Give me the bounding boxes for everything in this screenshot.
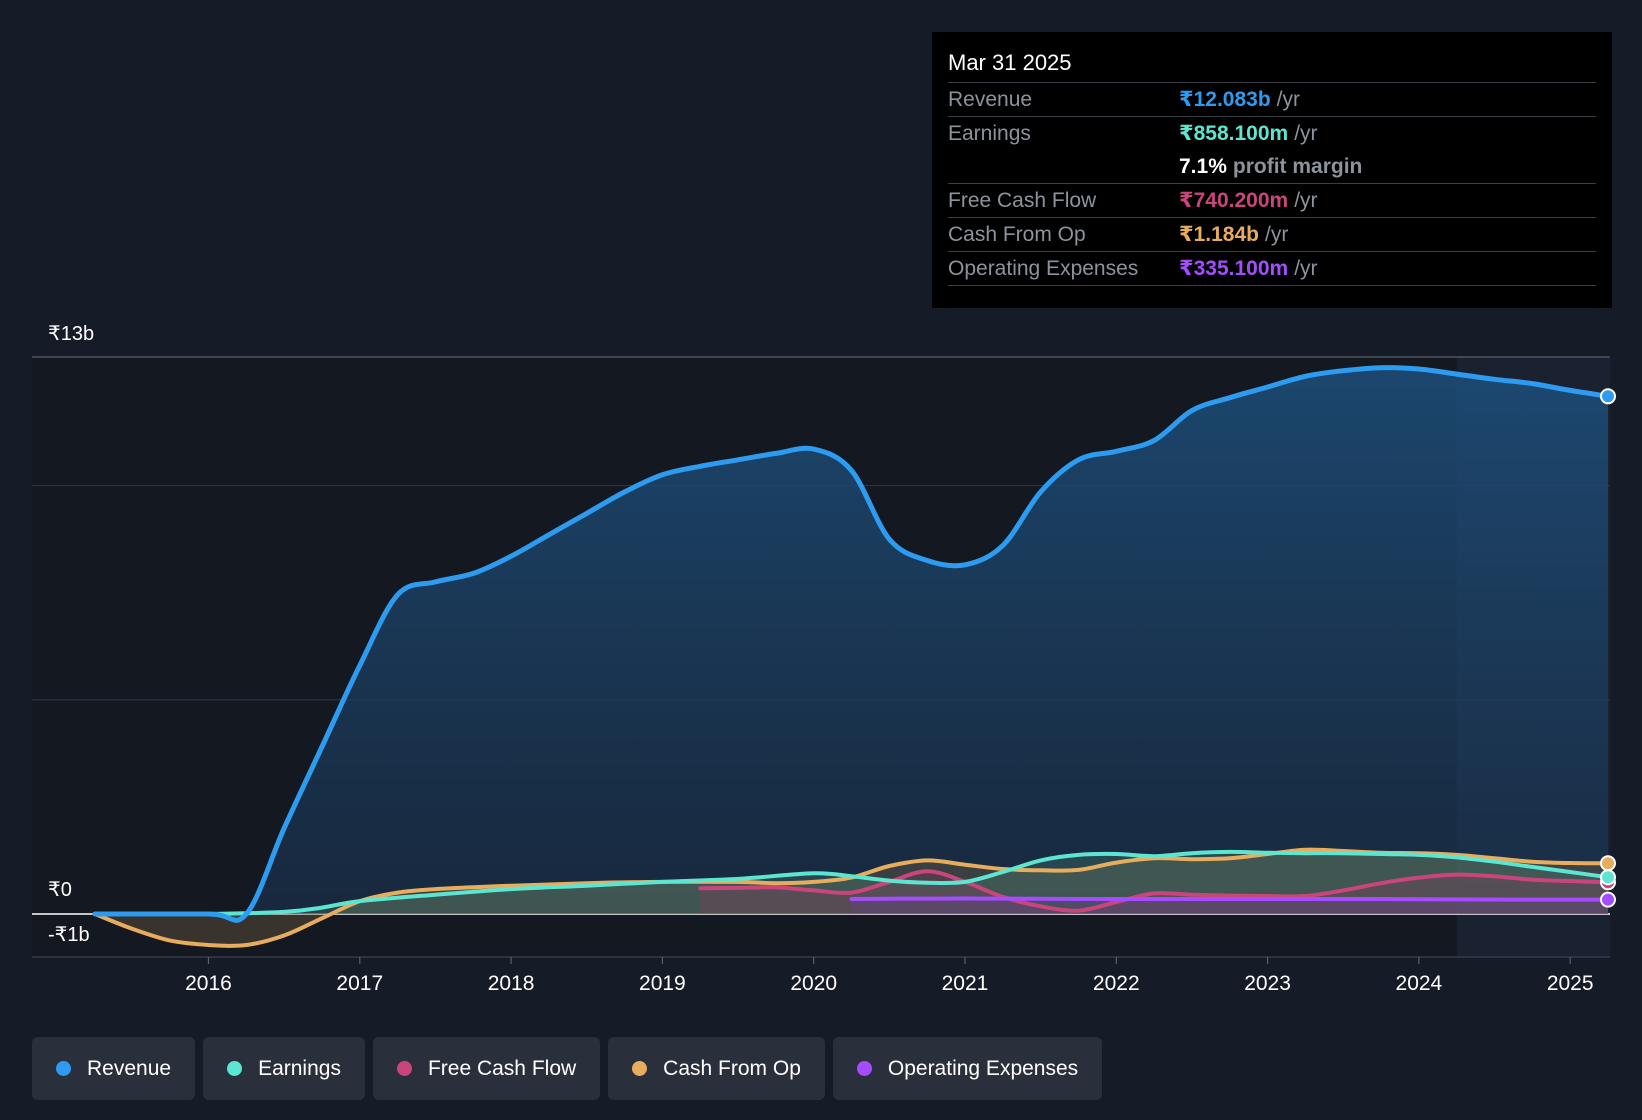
tooltip-unit: /yr: [1265, 222, 1289, 246]
legend-label: Free Cash Flow: [427, 1056, 577, 1080]
tooltip-row-profit-margin: 7.1% profit margin: [948, 150, 1596, 183]
line-free-cash-flow: [698, 869, 1610, 913]
legend-item-earnings[interactable]: Earnings: [203, 1037, 365, 1100]
line-operating-expenses: [849, 896, 1610, 902]
tooltip-unit: /yr: [1294, 256, 1318, 280]
tooltip-value: ₹858.100m: [1179, 122, 1289, 145]
x-tick-label: 2020: [790, 972, 837, 995]
tooltip-unit: /yr: [1294, 188, 1318, 212]
cash-from-op-dot-icon: [632, 1061, 648, 1076]
marker-earnings: [1600, 869, 1616, 886]
tooltip-unit: profit margin: [1232, 154, 1363, 178]
x-tick-label: 2022: [1093, 972, 1140, 995]
legend-item-free-cash-flow[interactable]: Free Cash Flow: [372, 1037, 601, 1100]
earnings-dot-icon: [227, 1061, 243, 1076]
revenue-dot-icon: [56, 1061, 71, 1076]
x-tick-label: 2016: [185, 972, 232, 995]
line-earnings: [93, 849, 1610, 917]
y-tick-label: ₹0: [48, 879, 72, 901]
x-tick-label: 2021: [942, 972, 989, 995]
legend-label: Operating Expenses: [887, 1056, 1079, 1080]
tooltip-label: Earnings: [948, 121, 1031, 145]
tooltip-value: 7.1%: [1179, 154, 1227, 178]
marker-operating-expenses: [1600, 891, 1616, 908]
legend-item-revenue[interactable]: Revenue: [32, 1037, 196, 1100]
legend: Revenue Earnings Free Cash Flow Cash Fro…: [32, 1037, 1103, 1100]
legend-label: Cash From Op: [663, 1056, 801, 1080]
tooltip-value: ₹740.200m: [1179, 189, 1289, 212]
legend-label: Earnings: [258, 1056, 341, 1080]
y-tick-label: -₹1b: [48, 924, 90, 946]
tooltip-value: ₹1.184b: [1179, 223, 1259, 246]
marker-revenue: [1600, 388, 1616, 405]
operating-expenses-dot-icon: [856, 1061, 872, 1076]
tooltip-value: ₹335.100m: [1179, 257, 1289, 280]
tooltip-date: Mar 31 2025: [948, 50, 1072, 75]
tooltip-row-operating-expenses: Operating Expenses ₹335.100m /yr: [948, 251, 1596, 286]
tooltip-panel: Mar 31 2025 Revenue ₹12.083b /yr Earning…: [932, 32, 1612, 308]
legend-item-cash-from-op[interactable]: Cash From Op: [608, 1037, 825, 1100]
x-tick-label: 2018: [488, 972, 535, 995]
line-revenue: [92, 365, 1611, 923]
tooltip-unit: /yr: [1276, 87, 1300, 111]
tooltip-unit: /yr: [1294, 121, 1318, 145]
x-tick-label: 2025: [1547, 972, 1594, 995]
tooltip-label: Revenue: [948, 87, 1033, 111]
tooltip-label: Cash From Op: [948, 222, 1086, 246]
x-tick-label: 2023: [1244, 972, 1291, 995]
area-operating-expenses: [851, 898, 1608, 914]
tooltip-row-free-cash-flow: Free Cash Flow ₹740.200m /yr: [948, 183, 1596, 217]
x-tick-label: 2017: [336, 972, 383, 995]
area-revenue: [95, 367, 1608, 921]
marker-cash-from-op: [1600, 855, 1616, 872]
tooltip-row-earnings: Earnings ₹858.100m /yr: [948, 116, 1596, 150]
y-tick-label: ₹13b: [48, 323, 94, 345]
tooltip-label: Operating Expenses: [948, 256, 1139, 280]
tooltip-label: Free Cash Flow: [948, 188, 1097, 212]
tooltip-row-cash-from-op: Cash From Op ₹1.184b /yr: [948, 217, 1596, 251]
legend-label: Revenue: [87, 1056, 172, 1080]
tooltip-row-revenue: Revenue ₹12.083b /yr: [948, 82, 1596, 116]
x-tick-label: 2019: [639, 972, 686, 995]
legend-item-operating-expenses[interactable]: Operating Expenses: [832, 1037, 1103, 1100]
tooltip-value: ₹12.083b: [1179, 88, 1271, 111]
free-cash-flow-dot-icon: [396, 1061, 412, 1076]
x-tick-label: 2024: [1396, 972, 1443, 995]
